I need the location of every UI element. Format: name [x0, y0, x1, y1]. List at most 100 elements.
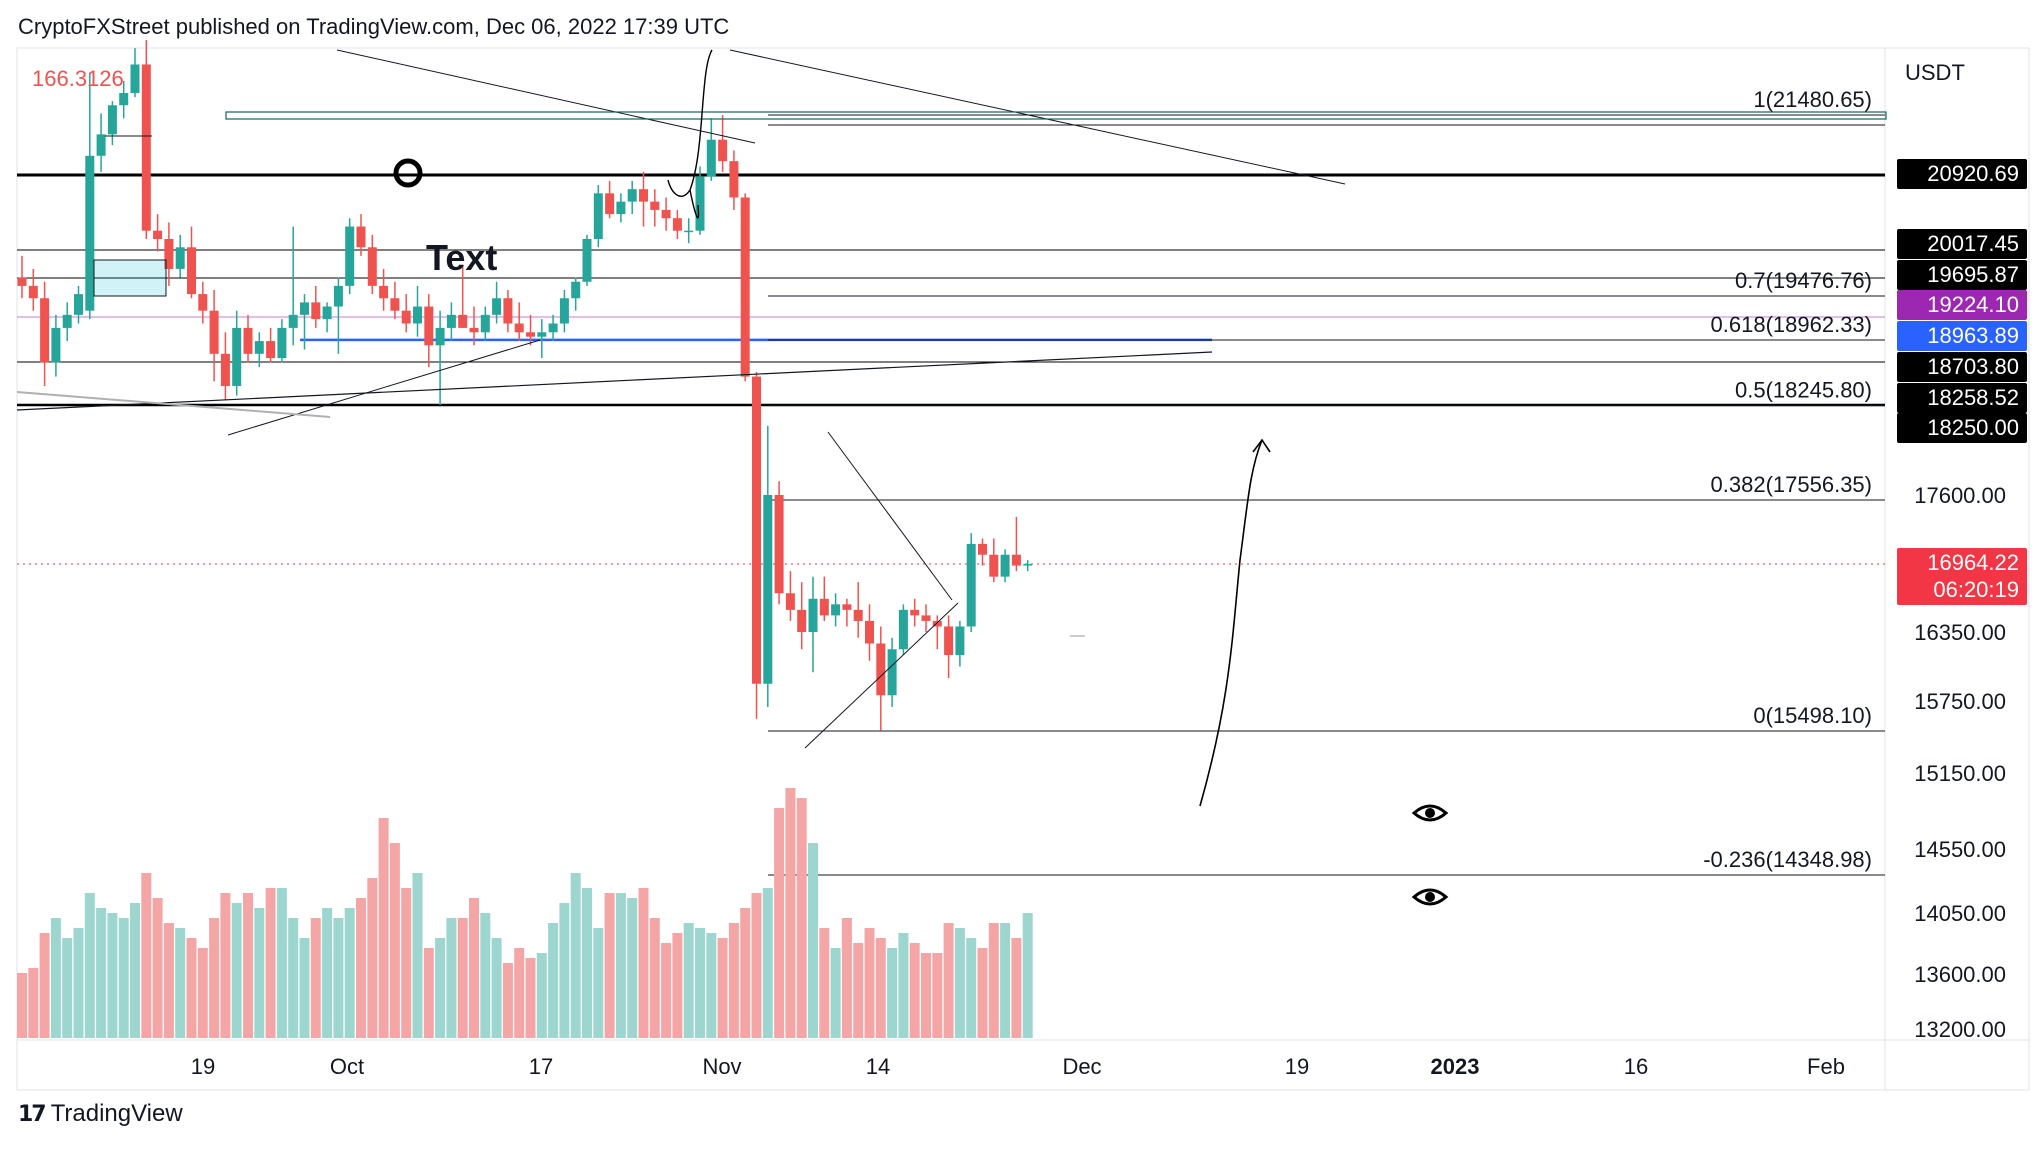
candle-body[interactable]: [605, 193, 615, 215]
range-box[interactable]: [93, 259, 167, 297]
candle-body[interactable]: [107, 105, 117, 135]
candle-body[interactable]: [910, 609, 920, 616]
candle-body[interactable]: [627, 189, 637, 202]
trendline[interactable]: [827, 431, 953, 601]
candle-body[interactable]: [28, 285, 38, 299]
candle-body[interactable]: [209, 310, 219, 354]
candle-body[interactable]: [774, 495, 784, 594]
candle-body[interactable]: [650, 201, 660, 210]
candle-body[interactable]: [582, 238, 592, 282]
candle-body[interactable]: [503, 298, 513, 324]
candle-body[interactable]: [752, 376, 761, 684]
candle-body[interactable]: [876, 643, 886, 696]
candle-body[interactable]: [356, 226, 366, 248]
candle-body[interactable]: [797, 609, 807, 632]
candle-body[interactable]: [729, 161, 739, 198]
candle-body[interactable]: [989, 554, 999, 577]
candle-body[interactable]: [492, 298, 502, 315]
trendline[interactable]: [16, 351, 1213, 411]
candle-body[interactable]: [740, 197, 750, 377]
candle-body[interactable]: [684, 230, 694, 233]
candle-body[interactable]: [672, 218, 682, 231]
candle-body[interactable]: [74, 294, 83, 315]
projection-arrow-head-icon[interactable]: [1252, 438, 1271, 453]
candle-body[interactable]: [198, 294, 208, 311]
candle-body[interactable]: [164, 238, 174, 269]
projection-arrow[interactable]: [1199, 439, 1263, 807]
candle-body[interactable]: [141, 64, 151, 231]
candle-body[interactable]: [887, 649, 897, 696]
candle-body[interactable]: [266, 341, 276, 359]
candle-body[interactable]: [978, 543, 987, 555]
candle-body[interactable]: [842, 604, 852, 610]
candle-body[interactable]: [130, 64, 140, 94]
candle-body[interactable]: [639, 189, 648, 202]
candle-body[interactable]: [548, 323, 558, 333]
candle-body[interactable]: [1011, 554, 1021, 566]
trendline[interactable]: [336, 49, 756, 144]
candle-body[interactable]: [661, 209, 671, 219]
candle-body[interactable]: [831, 604, 841, 616]
candle-body[interactable]: [616, 201, 626, 215]
candle-body[interactable]: [277, 327, 287, 359]
trendline[interactable]: [227, 339, 541, 436]
trendline[interactable]: [804, 602, 959, 749]
candle-body[interactable]: [288, 314, 298, 328]
candle-body[interactable]: [446, 314, 456, 328]
candle-body[interactable]: [1000, 554, 1010, 577]
candle-body[interactable]: [401, 310, 411, 324]
candle-body[interactable]: [96, 134, 106, 156]
candle-body[interactable]: [593, 193, 603, 239]
candle-body[interactable]: [706, 139, 716, 177]
text-annotation[interactable]: Text: [426, 237, 497, 278]
candle-body[interactable]: [300, 302, 309, 315]
candle-body[interactable]: [367, 247, 377, 286]
candle-body[interactable]: [944, 626, 954, 655]
candle-body[interactable]: [559, 298, 569, 324]
candle-body[interactable]: [853, 609, 863, 621]
candle-body[interactable]: [62, 314, 72, 328]
candle-body[interactable]: [153, 230, 163, 239]
candle-body[interactable]: [966, 543, 976, 627]
candle-body[interactable]: [413, 306, 422, 324]
candle-body[interactable]: [955, 626, 965, 655]
candle-body[interactable]: [232, 327, 242, 387]
candle-body[interactable]: [1023, 564, 1033, 566]
candle-body[interactable]: [537, 332, 547, 337]
candle-body[interactable]: [898, 609, 908, 650]
candle-body[interactable]: [480, 314, 490, 333]
candle-body[interactable]: [119, 93, 129, 106]
candle-body[interactable]: [220, 353, 230, 387]
candle-body[interactable]: [40, 298, 50, 363]
candle-body[interactable]: [322, 306, 332, 320]
candle-body[interactable]: [424, 306, 434, 346]
circle-marker-icon[interactable]: [393, 158, 423, 188]
candle-body[interactable]: [718, 139, 728, 162]
candle-body[interactable]: [932, 620, 942, 627]
trendline[interactable]: [729, 49, 1346, 185]
candle-body[interactable]: [435, 327, 445, 346]
candle-body[interactable]: [175, 247, 185, 269]
candle-body[interactable]: [243, 327, 253, 354]
candle-body[interactable]: [526, 332, 535, 337]
candle-body[interactable]: [785, 593, 795, 610]
candle-body[interactable]: [311, 302, 321, 320]
candle-body[interactable]: [695, 176, 705, 231]
candle-body[interactable]: [51, 327, 61, 363]
candle-body[interactable]: [808, 598, 818, 632]
candle-body[interactable]: [458, 314, 468, 328]
candle-body[interactable]: [379, 285, 389, 299]
candle-body[interactable]: [819, 598, 829, 616]
candle-body[interactable]: [514, 323, 524, 333]
candle-body[interactable]: [390, 298, 400, 311]
candle-body[interactable]: [187, 247, 196, 295]
candle-body[interactable]: [865, 620, 874, 644]
trendline[interactable]: [16, 391, 331, 418]
candle-body[interactable]: [345, 226, 355, 286]
candle-body[interactable]: [254, 341, 264, 354]
freehand-line[interactable]: [667, 49, 713, 219]
candle-body[interactable]: [763, 495, 773, 684]
candle-body[interactable]: [333, 285, 343, 307]
candle-body[interactable]: [571, 281, 581, 299]
